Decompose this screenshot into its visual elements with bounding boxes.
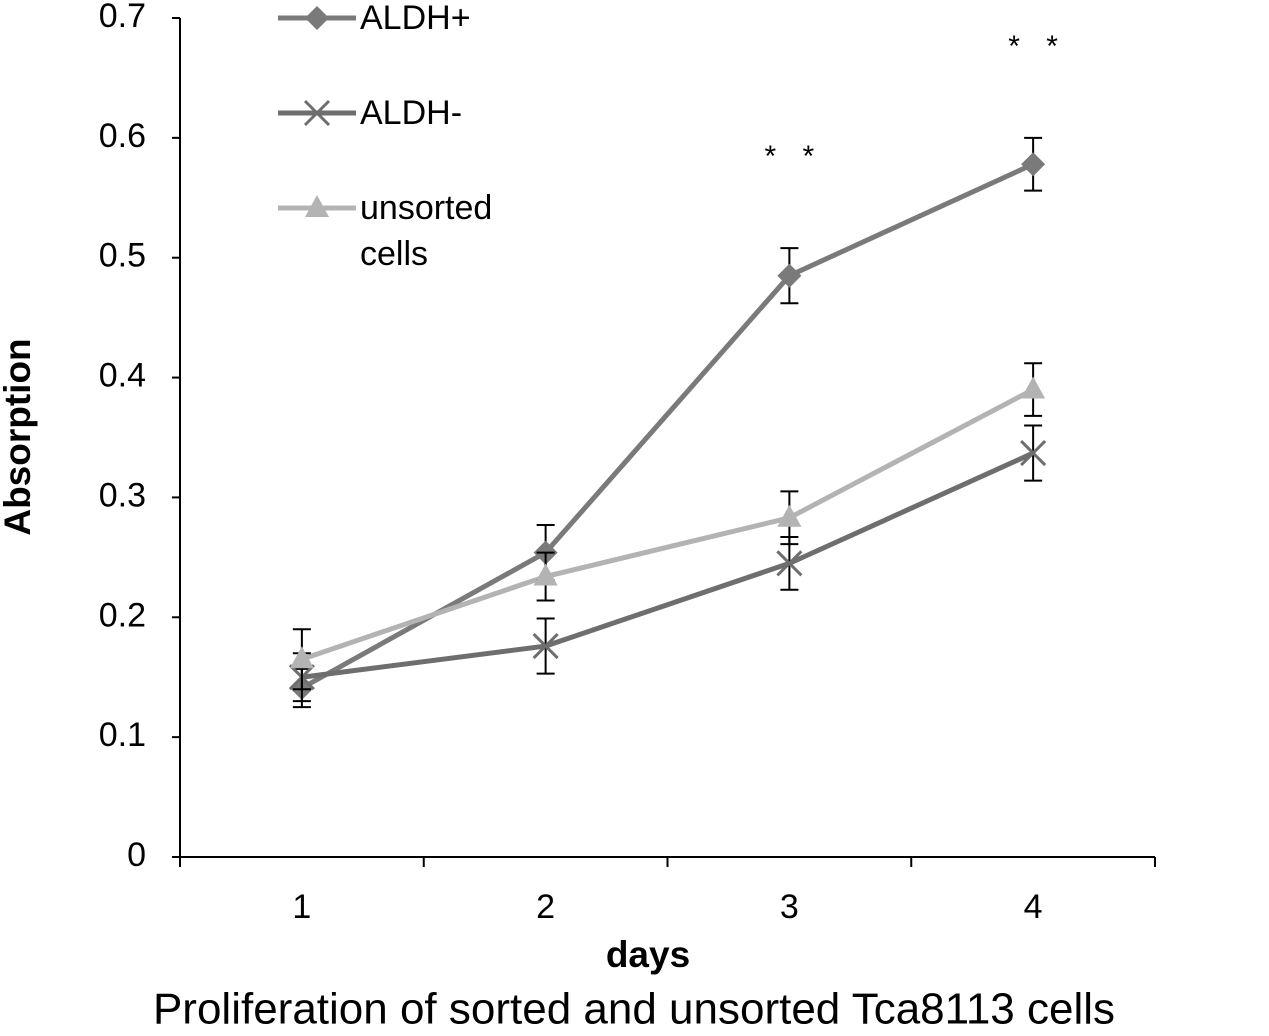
marker <box>532 632 559 660</box>
y-tick-label: 0.3 <box>99 476 146 514</box>
x-tick-label: 3 <box>780 888 799 926</box>
y-axis-title: Absorption <box>0 338 38 535</box>
chart-title: Proliferation of sorted and unsorted Tca… <box>153 985 1115 1034</box>
marker <box>533 563 558 586</box>
y-tick-label: 0.2 <box>99 596 146 634</box>
y-tick-label: 0 <box>127 836 146 874</box>
marker <box>1021 376 1046 399</box>
legend-label: ALDH+ <box>360 0 471 37</box>
marker <box>305 195 329 217</box>
annotation: * * <box>1008 30 1058 63</box>
y-tick-label: 0.6 <box>99 117 146 155</box>
legend-label: unsorted cells <box>360 189 493 273</box>
marker <box>305 6 329 30</box>
y-tick-label: 0.1 <box>99 716 146 754</box>
annotation: * * <box>765 140 815 173</box>
y-tick-label: 0.4 <box>99 357 146 395</box>
marker <box>776 550 803 577</box>
marker <box>777 263 802 288</box>
legend-label: ALDH- <box>360 94 463 132</box>
y-tick-label: 0.5 <box>99 237 146 275</box>
marker <box>289 646 314 669</box>
series-line <box>301 387 1035 662</box>
marker <box>1021 152 1046 177</box>
x-tick-label: 4 <box>1024 888 1043 926</box>
series-line <box>301 450 1035 680</box>
marker <box>303 99 331 127</box>
x-tick-label: 1 <box>292 888 311 926</box>
marker <box>777 504 802 527</box>
x-axis-title: days <box>606 934 690 975</box>
marker <box>1020 440 1047 467</box>
y-tick-label: 0.7 <box>99 0 146 35</box>
x-tick-label: 2 <box>536 888 555 926</box>
